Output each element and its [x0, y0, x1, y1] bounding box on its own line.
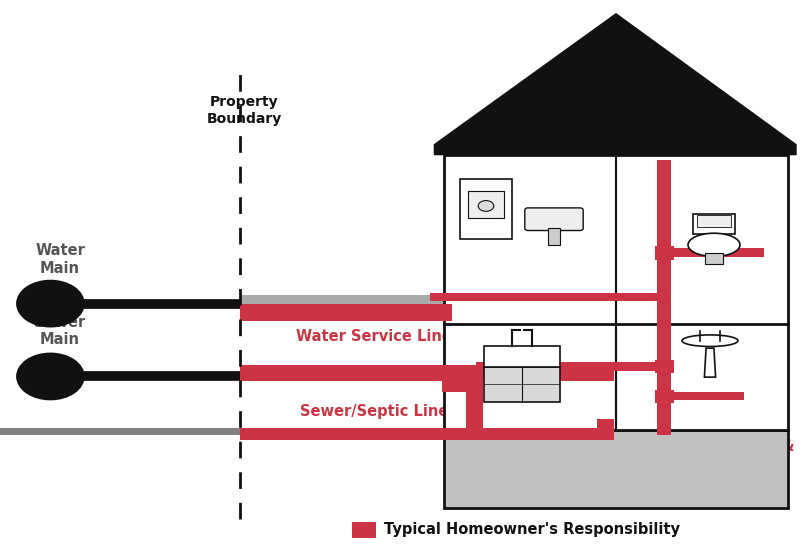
Bar: [466, 381, 483, 440]
Text: Property
Boundary: Property Boundary: [206, 95, 282, 125]
Bar: [654, 246, 674, 259]
Bar: [654, 360, 674, 373]
Polygon shape: [704, 348, 716, 377]
Bar: [240, 365, 456, 381]
Bar: [440, 293, 664, 301]
Ellipse shape: [682, 335, 738, 347]
Bar: [442, 381, 474, 392]
Text: Water Service Line: Water Service Line: [296, 329, 452, 344]
Polygon shape: [434, 14, 796, 155]
Bar: [240, 428, 614, 440]
Text: Interior Plumbing &
Drainage Lines: Interior Plumbing & Drainage Lines: [630, 439, 794, 471]
Bar: [664, 392, 744, 400]
Bar: [466, 365, 483, 392]
Bar: [240, 304, 452, 321]
Bar: [444, 430, 788, 508]
Text: Water
Main: Water Main: [35, 243, 85, 275]
Bar: [597, 419, 614, 440]
Bar: [657, 160, 671, 434]
Circle shape: [17, 280, 84, 327]
Bar: [654, 390, 674, 403]
Bar: [352, 522, 376, 538]
Bar: [444, 155, 788, 430]
Text: Sewer
Main: Sewer Main: [34, 315, 86, 347]
Bar: [549, 229, 560, 245]
Ellipse shape: [688, 233, 740, 257]
Bar: [484, 367, 560, 402]
Text: Typical Homeowner's Responsibility: Typical Homeowner's Responsibility: [384, 522, 680, 538]
Bar: [240, 306, 444, 316]
Bar: [240, 295, 444, 306]
Bar: [484, 346, 560, 367]
Bar: [664, 248, 764, 257]
Text: Sewer/Septic Line: Sewer/Septic Line: [300, 404, 448, 419]
Bar: [0, 428, 444, 435]
Bar: [693, 214, 734, 234]
Bar: [476, 362, 664, 371]
Bar: [440, 365, 614, 381]
Circle shape: [17, 353, 84, 400]
Bar: [468, 191, 504, 218]
Bar: [705, 253, 723, 264]
Bar: [460, 179, 512, 240]
Bar: [698, 215, 730, 227]
FancyBboxPatch shape: [525, 208, 583, 231]
Circle shape: [478, 200, 494, 211]
Bar: [430, 293, 446, 301]
